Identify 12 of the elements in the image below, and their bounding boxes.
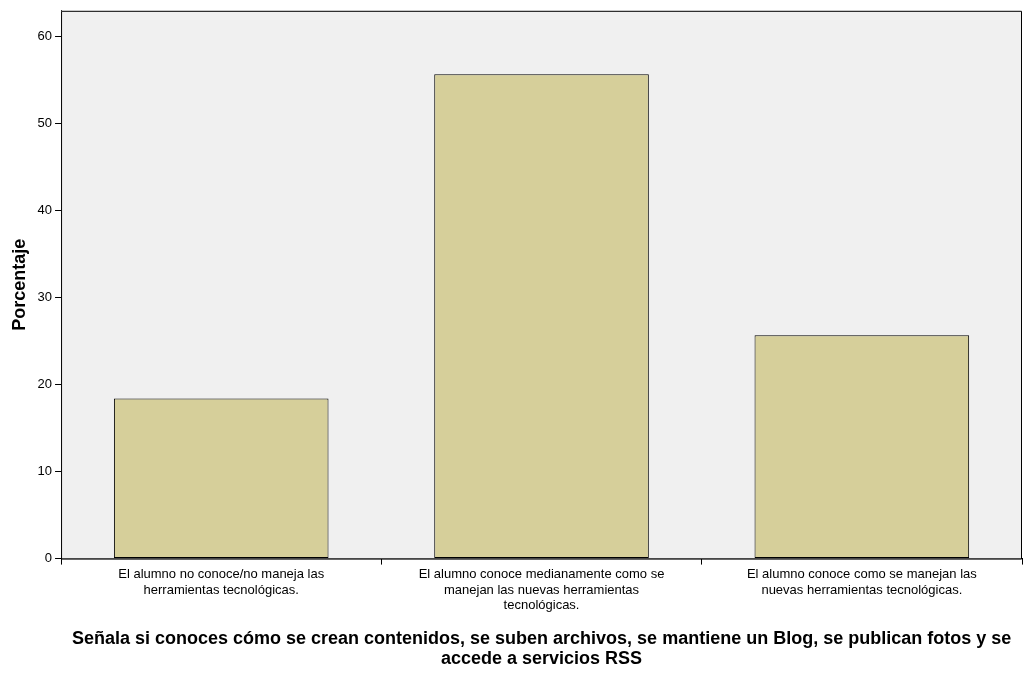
y-tick-label: 10 <box>37 463 53 479</box>
y-tick-label: 60 <box>37 28 53 44</box>
x-axis-title: Señala si conoces cómo se crean contenidos, se suben archivos, se mantiene un Blog, se publican fotos y se accede a servicios RSS <box>71 628 1012 669</box>
x-tick-label: El alumno conoce medianamente como se manejan las nuevas herramientas tecnológicas. <box>418 565 665 613</box>
x-tick-label: El alumno conoce como se manejan las nuevas herramientas tecnológicas. <box>746 565 978 597</box>
y-tick-label: 50 <box>37 115 53 131</box>
y-tick-label: 30 <box>37 289 53 305</box>
y-axis-title: Porcentaje <box>8 238 29 331</box>
y-tick-label: 20 <box>37 376 53 392</box>
x-tick-label: El alumno no conoce/no maneja las herramientas tecnológicas. <box>118 565 325 597</box>
y-tick-label: 40 <box>37 202 53 218</box>
y-tick-label: 0 <box>44 550 53 566</box>
